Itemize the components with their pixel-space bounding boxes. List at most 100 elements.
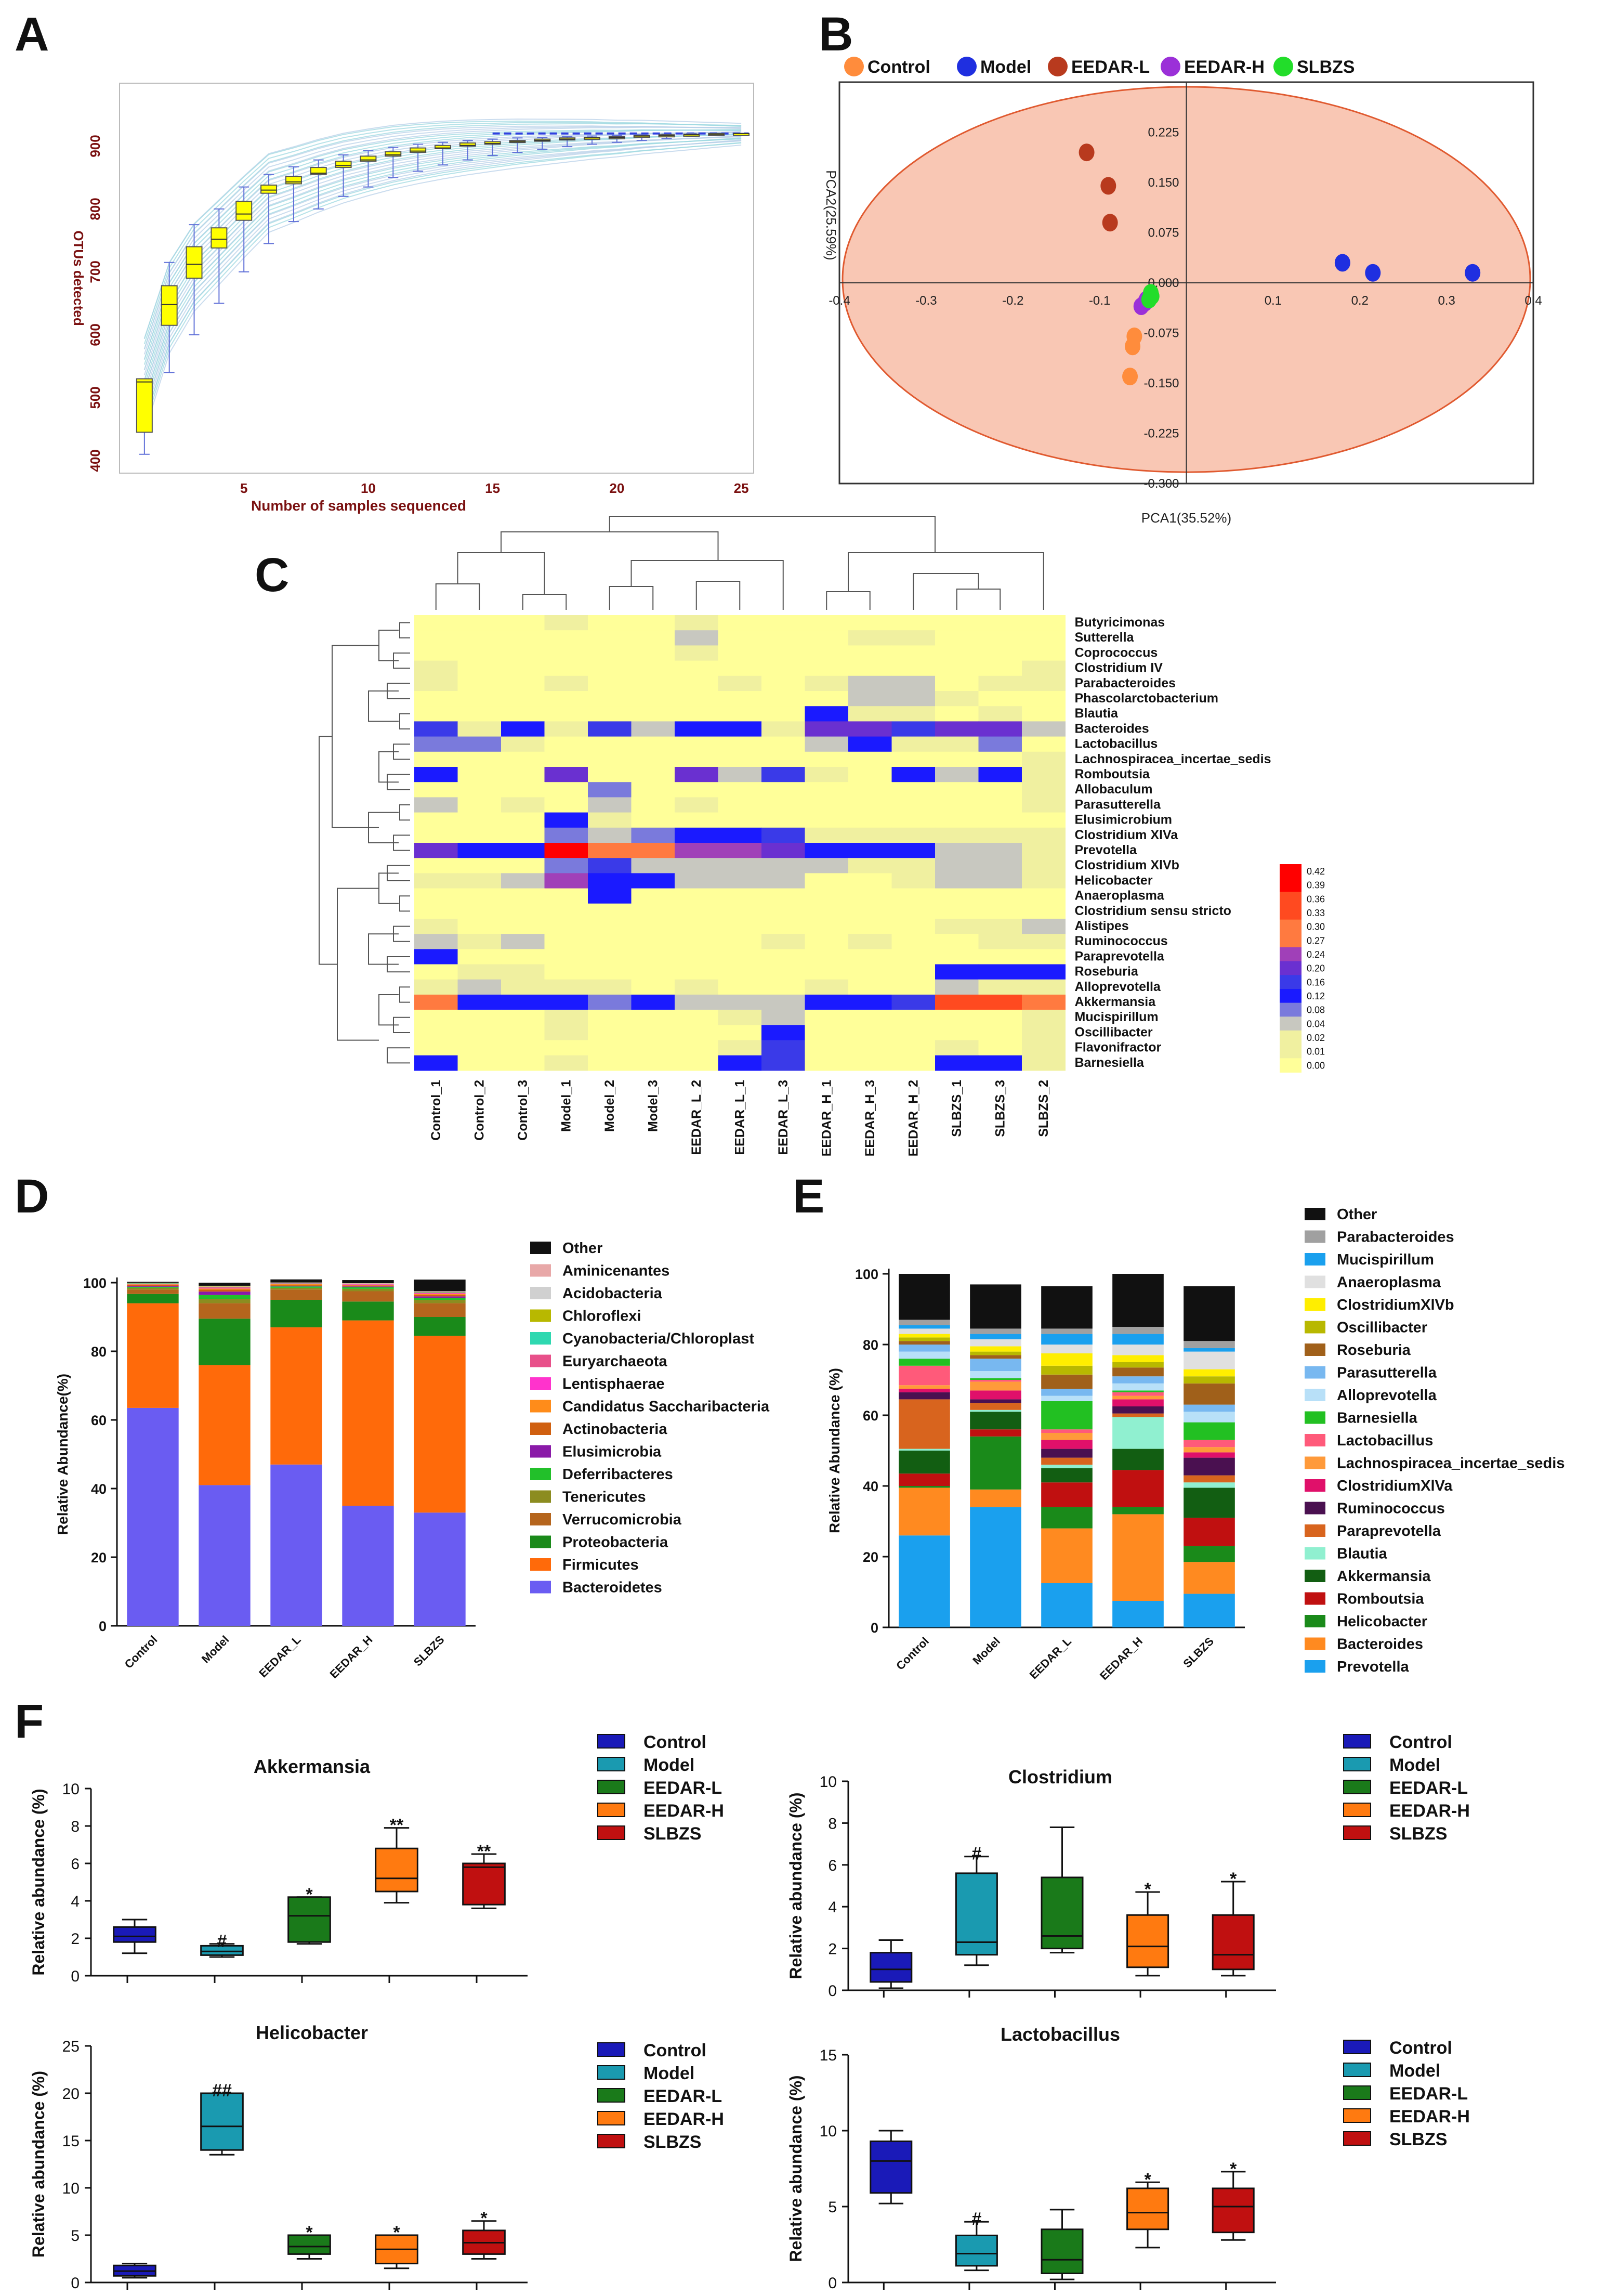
panel-label-f: F [15,1695,44,1748]
rarefaction-curve [143,120,742,340]
heatmap-cell [761,751,805,767]
legend-label: Alloprevotella [1337,1387,1437,1404]
heatmap-cell [544,630,588,646]
heatmap-cell [718,751,762,767]
heatmap-cell [544,706,588,722]
heatmap-cell [544,964,588,980]
x-tick-label: 5 [240,480,247,496]
heatmap-cell [761,1010,805,1025]
heatmap-cell [848,995,892,1010]
dendrogram-branch [630,560,784,610]
heatmap-cell [631,630,675,646]
stacked-bar-segment [270,1284,322,1286]
stacked-bar-segment [970,1351,1021,1355]
rarefaction-curve [143,118,742,339]
stacked-bar-segment [1041,1468,1093,1483]
colorbar-tick-label: 0.04 [1307,1019,1325,1029]
heatmap-cell [675,964,718,980]
heatmap-cell [414,858,458,873]
stacked-bar-segment [270,1287,322,1290]
heatmap-cell [501,691,545,707]
heatmap-cell [675,675,718,692]
heatmap-cell [501,767,545,782]
heatmap-cell [891,919,936,934]
stacked-bar-segment [127,1283,179,1284]
heatmap-cell [1022,1055,1066,1071]
legend-label: EEDAR-H [643,1801,724,1821]
colorbar-swatch [1280,878,1302,893]
x-tick-label: 15 [485,480,500,496]
stacked-bar-segment [1041,1429,1093,1433]
heatmap-cell [1022,630,1066,646]
y-tick-label: -0.075 [1143,327,1179,341]
heatmap-cell [414,873,458,889]
heatmap-cell [1022,812,1066,828]
box-body [335,161,352,168]
y-tick-label: 0.075 [1148,226,1179,240]
heatmap-cell [935,706,979,722]
dendrogram-branch [378,994,399,1026]
heatmap-cell [501,675,545,692]
rarefaction-curve [143,145,742,433]
heatmap-row-label: Anaeroplasma [1075,889,1165,903]
heatmap-cell [848,949,892,965]
heatmap-cell [978,782,1022,798]
y-axis-label: Relative abundance (%) [786,1792,805,1979]
legend-swatch [597,1734,625,1749]
x-tick-label: SLBZS [411,1633,447,1669]
stacked-bar-segment [1112,1399,1164,1406]
stacked-bar-segment [1184,1348,1235,1352]
legend-label: Cyanobacteria/Chloroplast [562,1330,754,1347]
box-body [287,2234,331,2255]
stacked-bar-segment [414,1294,466,1295]
legend-swatch [530,1423,551,1435]
heatmap-cell [544,888,588,904]
heatmap-cell [631,919,675,934]
stacked-bar-segment [1112,1507,1164,1515]
stacked-bar-segment [1112,1383,1164,1391]
heatmap-cell [935,1025,979,1041]
x-tick-label: -0.1 [1089,294,1110,308]
stacked-bar-segment [342,1285,394,1287]
legend-swatch [597,2134,625,2148]
heatmap-cell [414,1025,458,1041]
significance-mark: # [971,1844,981,1864]
heatmap-cell [718,1010,762,1025]
rarefaction-curve [143,140,742,412]
box-body [1041,2228,1084,2274]
data-point [1102,214,1118,232]
heatmap-cell [631,812,675,828]
heatmap-cell [544,782,588,798]
heatmap-cell [544,751,588,767]
heatmap-cell [544,873,588,889]
heatmap-cell [675,919,718,934]
legend-swatch [597,2065,625,2080]
heatmap-cell [891,964,936,980]
stacked-bar-segment [127,1303,179,1408]
heatmap-cell [718,736,762,752]
heatmap-cell [1022,919,1066,934]
significance-mark: # [971,2209,981,2229]
heatmap-cell [891,630,936,646]
legend-label: Tenericutes [562,1489,646,1506]
heatmap-cell [848,1055,892,1071]
heatmap-row-label: Lachnospiracea_incertae_sedis [1075,752,1271,766]
heatmap-row-label: Sutterella [1075,630,1135,645]
colorbar-swatch [1280,1058,1302,1073]
y-tick-label: 500 [87,386,103,409]
heatmap-cell [544,645,588,661]
heatmap-cell [761,630,805,646]
panel-label-a: A [15,8,49,61]
stacked-bar-segment [899,1385,950,1389]
heatmap-cell [588,782,632,798]
legend-swatch [1305,1366,1325,1379]
legend-label: Barnesiella [1337,1410,1418,1427]
heatmap-cell [501,1055,545,1071]
y-tick-label: 8 [71,1818,80,1835]
stacked-bar-segment [414,1295,466,1297]
colorbar-tick-label: 0.01 [1307,1047,1325,1057]
heatmap-cell [501,630,545,646]
panel-label-b: B [819,8,853,61]
heatmap-cell [761,615,805,631]
legend-label: Acidobacteria [562,1285,663,1302]
